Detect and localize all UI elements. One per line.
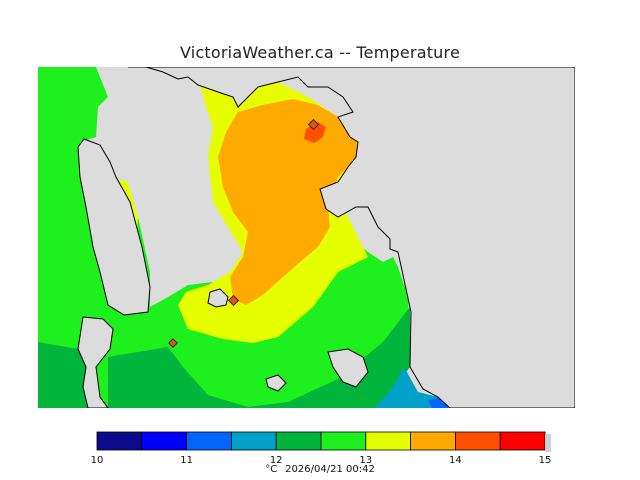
zone-12-12-5-south xyxy=(108,307,410,408)
legend-bin xyxy=(499,431,546,451)
legend-bin xyxy=(230,431,277,451)
legend-bin xyxy=(320,431,367,451)
legend-shadow xyxy=(545,434,551,452)
legend-footer: °C 2026/04/21 00:42 xyxy=(0,464,640,475)
legend-tick-label: 12 xyxy=(269,455,283,466)
land-island-central xyxy=(207,288,229,308)
temperature-map xyxy=(38,67,575,408)
legend-bin xyxy=(186,431,232,451)
legend-bin xyxy=(275,431,322,451)
land-island-small xyxy=(265,374,287,392)
zone-12-5-13 xyxy=(38,67,411,408)
zone-11-11-5 xyxy=(428,398,450,408)
land-west-strip xyxy=(77,138,151,316)
legend-bins xyxy=(96,431,551,452)
legend-bin xyxy=(454,431,501,451)
legend-timestamp: 2026/04/21 00:42 xyxy=(285,464,375,475)
station-marker[interactable] xyxy=(168,338,178,348)
land-east xyxy=(128,67,575,408)
zone-13-5-14 xyxy=(218,99,358,305)
station-marker[interactable] xyxy=(227,294,240,307)
legend-bin xyxy=(365,431,411,451)
legend-tick-label: 13 xyxy=(359,455,373,466)
legend-bin xyxy=(96,431,143,451)
map-title: VictoriaWeather.ca -- Temperature xyxy=(180,43,460,62)
legend-tick-label: 10 xyxy=(90,455,104,466)
land-island-southeast xyxy=(327,348,369,388)
color-legend xyxy=(96,431,551,452)
zone-11-5-12 xyxy=(375,367,448,408)
land-masses xyxy=(77,67,575,408)
legend-tick-label: 14 xyxy=(449,455,462,466)
legend-tick-label: 11 xyxy=(180,455,193,466)
station-markers xyxy=(168,118,320,348)
legend-unit: °C xyxy=(265,464,278,475)
zone-14-14-5 xyxy=(304,122,326,143)
legend-bin xyxy=(141,431,187,451)
legend-bin xyxy=(410,431,456,451)
land-south-peninsula xyxy=(77,316,114,408)
legend-tick-label: 15 xyxy=(538,455,552,466)
station-marker[interactable] xyxy=(307,118,320,131)
